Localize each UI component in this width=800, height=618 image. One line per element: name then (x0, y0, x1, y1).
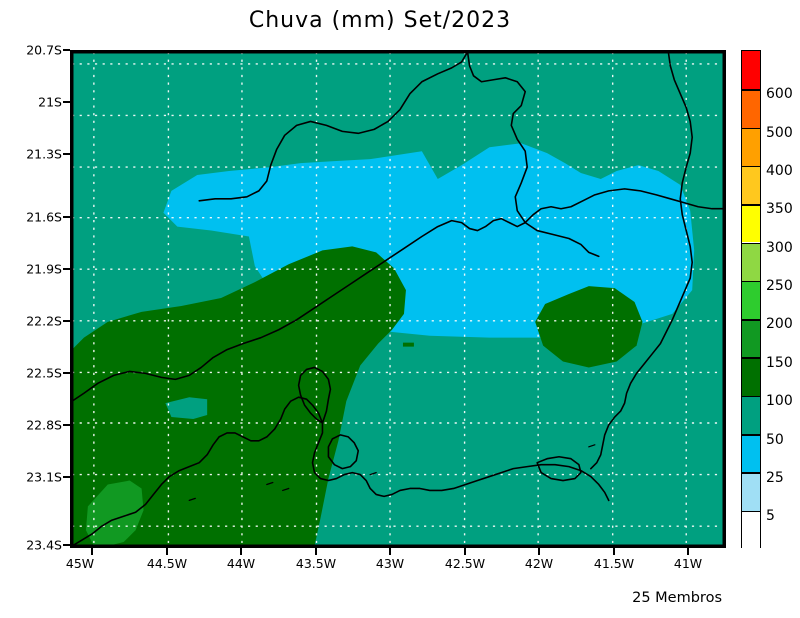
xtick-mark-1 (166, 548, 168, 555)
ytick-label-5: 22.2S (26, 313, 62, 329)
xtick-mark-4 (389, 548, 391, 555)
ytick-label-7: 22.8S (26, 417, 62, 433)
colorbar-label-25: 25 (766, 470, 784, 486)
colorbar-band-200-250 (742, 280, 760, 320)
colorbar-label-50: 50 (766, 432, 784, 448)
colorbar-divider-150 (742, 357, 760, 359)
colorbar-band-25-50 (742, 434, 760, 473)
boundary-east-state-line (590, 52, 693, 470)
region-center-speck (402, 342, 414, 347)
ytick-mark-6 (63, 372, 70, 374)
region-southwest-dark-green-blob (72, 246, 406, 546)
ytick-mark-3 (63, 216, 70, 218)
colorbar-band-350-400 (742, 165, 760, 205)
colorbar-label-150: 150 (766, 355, 793, 371)
xtick-mark-3 (315, 548, 317, 555)
map-boundaries (72, 52, 724, 546)
region-east-dark-green-blob (535, 286, 643, 368)
colorbar-divider-500 (742, 127, 760, 130)
ytick-mark-7 (63, 424, 70, 426)
xtick-mark-6 (538, 548, 540, 555)
ytick-label-3: 21.6S (26, 209, 62, 225)
colorbar-divider-25 (742, 472, 760, 474)
colorbar-divider-200 (742, 319, 760, 321)
boundary-bay-detail-west (297, 366, 332, 424)
ytick-label-4: 21.9S (26, 261, 62, 277)
colorbar-label-100: 100 (766, 393, 793, 409)
xtick-label-6: 42W (524, 556, 554, 571)
xtick-mark-5 (464, 548, 466, 555)
map-plot-area (70, 50, 726, 548)
colorbar-band-5-25 (742, 472, 760, 511)
colorbar-band-0-5 (742, 510, 760, 549)
ytick-label-1: 21S (38, 94, 62, 110)
ytick-label-2: 21.3S (26, 146, 62, 162)
ytick-mark-5 (63, 320, 70, 322)
ytick-mark-4 (63, 268, 70, 270)
xtick-label-2: 44W (226, 556, 256, 571)
colorbar-divider-50 (742, 434, 760, 436)
boundary-bay-detail-islands (327, 434, 360, 470)
colorbar-divider-300 (742, 242, 760, 244)
boundary-island-marks (188, 444, 596, 502)
ytick-mark-1 (63, 101, 70, 103)
xtick-mark-0 (91, 548, 93, 555)
boundary-coastal-lagoons (536, 455, 582, 482)
xtick-label-8: 41W (673, 556, 703, 571)
ytick-label-8: 23.1S (26, 469, 62, 485)
y-axis: 20.7S 21S 21.3S 21.6S 21.9S 22.2S 22.5S … (0, 0, 62, 618)
ensemble-members-note: 25 Membros (632, 590, 722, 606)
colorbar-band-600-plus (742, 51, 760, 90)
colorbar-band-250-300 (742, 242, 760, 281)
xtick-label-1: 44.5W (146, 556, 188, 571)
colorbar-band-400-500 (742, 127, 760, 166)
xtick-label-7: 41.5W (593, 556, 635, 571)
colorbar-label-250: 250 (766, 278, 793, 294)
ytick-label-6: 22.5S (26, 365, 62, 381)
colorbar-divider-600 (742, 89, 760, 91)
xtick-label-3: 43.5W (295, 556, 337, 571)
boundary-north-state-line (466, 52, 600, 258)
colorbar-divider-400 (742, 165, 760, 168)
ytick-mark-0 (63, 49, 70, 51)
colorbar-label-200: 200 (766, 316, 793, 332)
colorbar-label-5: 5 (766, 508, 775, 524)
colorbar-divider-100 (742, 395, 760, 398)
colorbar-divider-250 (742, 280, 760, 283)
boundary-coastline (72, 396, 610, 546)
colorbar-band-300-350 (742, 204, 760, 243)
colorbar-label-400: 400 (766, 163, 793, 179)
colorbar-label-300: 300 (766, 240, 793, 256)
colorbar (741, 50, 761, 549)
boundary-interior-divide (72, 188, 724, 402)
colorbar-band-50-100 (742, 395, 760, 434)
map-canvas (72, 52, 724, 546)
map-gridlines (72, 52, 724, 546)
xtick-label-5: 42.5W (444, 556, 486, 571)
ytick-mark-9 (63, 544, 70, 546)
xtick-mark-7 (613, 548, 615, 555)
colorbar-band-150-200 (742, 319, 760, 358)
ytick-mark-2 (63, 153, 70, 155)
boundary-northwest-branch (198, 52, 469, 202)
colorbar-label-500: 500 (766, 125, 793, 141)
colorbar-label-600: 600 (766, 86, 793, 102)
colorbar-band-100-150 (742, 357, 760, 396)
region-southwest-inner-hole (165, 397, 208, 420)
colorbar-label-350: 350 (766, 201, 793, 217)
colorbar-divider-350 (742, 204, 760, 206)
region-southwest-bright-green-patch (85, 480, 144, 546)
ytick-label-9: 23.4S (26, 537, 62, 553)
xtick-label-4: 43W (375, 556, 405, 571)
page-title: Chuva (mm) Set/2023 (248, 8, 512, 33)
colorbar-band-500-600 (742, 89, 760, 128)
ytick-label-0: 20.7S (26, 42, 62, 58)
xtick-mark-2 (240, 548, 242, 555)
ytick-mark-8 (63, 476, 70, 478)
colorbar-divider-5 (742, 510, 760, 513)
xtick-mark-8 (687, 548, 689, 555)
xtick-label-0: 45W (65, 556, 95, 571)
